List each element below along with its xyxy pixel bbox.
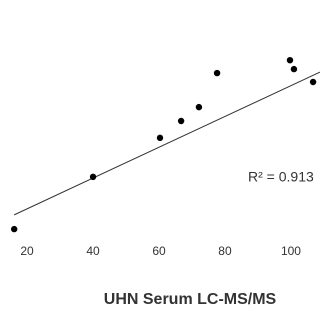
x-axis-title: UHN Serum LC-MS/MS (104, 291, 277, 308)
point (290, 65, 298, 73)
x-tick-label: 100 (281, 244, 301, 258)
trend-line (13, 71, 320, 216)
point (309, 78, 317, 86)
x-tick-label: 40 (86, 244, 100, 258)
annotation: R² = 0.913 (248, 169, 314, 185)
point (156, 134, 164, 142)
point (10, 225, 18, 233)
x-tick-label: 20 (20, 244, 34, 258)
point (89, 173, 97, 181)
x-tick-label: 60 (152, 244, 166, 258)
point (286, 56, 294, 64)
point (213, 69, 221, 77)
point (177, 117, 185, 125)
point (195, 103, 203, 111)
x-tick-label: 80 (218, 244, 232, 258)
